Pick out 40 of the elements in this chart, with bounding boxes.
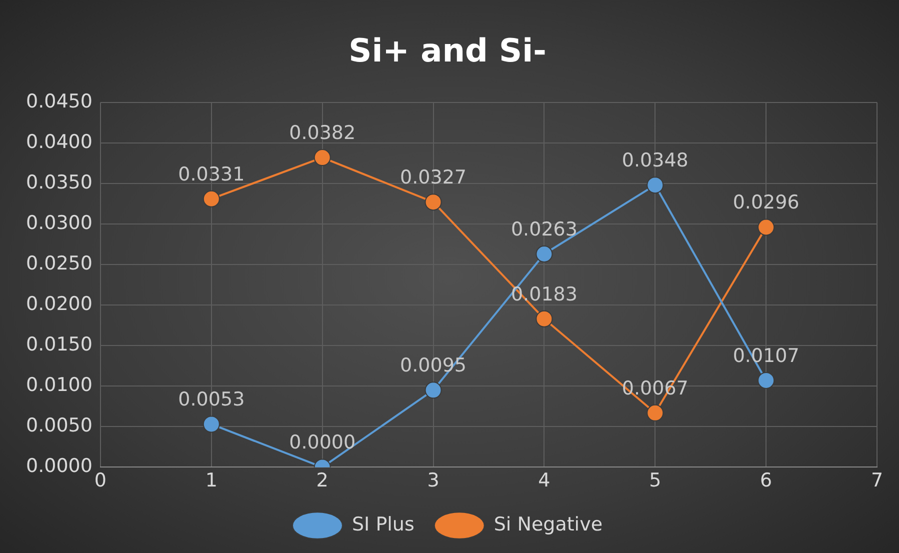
- legend-label: Si Negative: [494, 513, 603, 536]
- legend-label: SI Plus: [352, 513, 414, 536]
- data-label: 0.0000: [289, 432, 356, 454]
- x-tick-label: 4: [538, 470, 550, 492]
- x-tick-label: 7: [870, 470, 884, 492]
- data-label: 0.0296: [732, 192, 800, 214]
- point: [646, 404, 664, 422]
- y-tick-label: 0.0450: [26, 90, 92, 112]
- x-tick-label: 5: [649, 470, 662, 492]
- point: [202, 416, 220, 433]
- point: [314, 149, 331, 166]
- data-label: 0.0331: [178, 163, 245, 186]
- point: [536, 245, 553, 262]
- y-tick-label: 0.0000: [26, 455, 92, 478]
- y-tick-label: 0.0200: [26, 293, 92, 316]
- y-tick-label: 0.0300: [26, 212, 92, 234]
- x-tick-label: 1: [205, 470, 218, 492]
- chart-title: Si+ and Si-: [348, 32, 546, 70]
- point: [646, 176, 664, 194]
- x-tick-label: 3: [427, 470, 440, 492]
- point: [424, 194, 442, 211]
- data-label: 0.0348: [622, 150, 688, 172]
- data-label: 0.0053: [178, 388, 245, 411]
- point: [758, 372, 775, 389]
- x-tick-label: 0: [94, 470, 107, 492]
- y-tick-label: 0.0250: [26, 252, 92, 274]
- y-tick-label: 0.0100: [26, 374, 92, 396]
- y-tick-label: 0.0350: [26, 171, 92, 194]
- data-label: 0.0263: [510, 218, 578, 240]
- y-tick-label: 0.0150: [26, 334, 92, 356]
- point: [424, 382, 442, 399]
- point: [758, 218, 775, 236]
- point: [536, 310, 553, 328]
- y-tick-label: 0.0050: [26, 414, 92, 437]
- data-label: 0.0327: [400, 166, 467, 189]
- y-tick-label: 0.0400: [26, 130, 92, 153]
- x-tick-label: 6: [760, 470, 772, 492]
- point: [202, 190, 220, 208]
- x-tick-label: 2: [316, 470, 328, 492]
- data-label: 0.0382: [289, 122, 356, 144]
